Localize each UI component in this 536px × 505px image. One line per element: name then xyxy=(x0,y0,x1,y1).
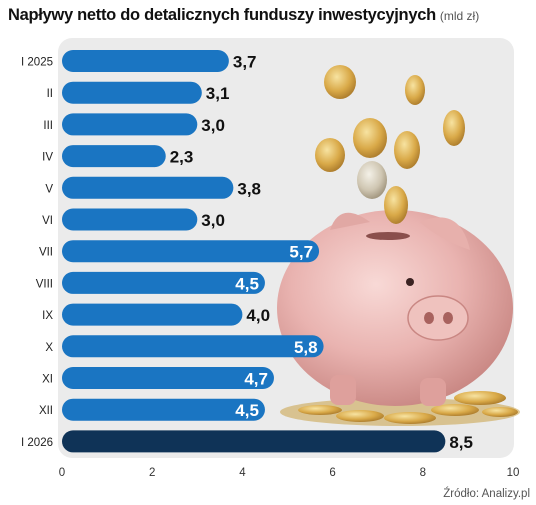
bar xyxy=(62,430,446,453)
category-label: I 2026 xyxy=(21,437,53,449)
bar xyxy=(62,335,324,358)
category-label: II xyxy=(47,88,53,100)
category-label: VIII xyxy=(36,278,53,290)
category-label: X xyxy=(45,342,53,354)
x-tick-label: 4 xyxy=(239,467,246,479)
bar xyxy=(62,50,229,72)
category-label: XII xyxy=(39,405,53,417)
x-tick-label: 10 xyxy=(507,467,520,479)
bar-value-label: 5,8 xyxy=(294,338,318,357)
bar-value-label: 4,5 xyxy=(235,401,259,420)
category-label: VII xyxy=(39,247,53,259)
x-axis-ticks-layer: 0 2 4 6 8 10 xyxy=(59,467,520,479)
x-tick-label: 0 xyxy=(59,467,65,479)
category-label: V xyxy=(45,183,53,195)
bar xyxy=(62,81,202,104)
category-label: XI xyxy=(42,374,53,386)
bar xyxy=(62,240,320,263)
chart-title: Napływy netto do detalicznych funduszy i… xyxy=(8,6,436,24)
bar xyxy=(62,208,198,231)
bar-value-label: 3,7 xyxy=(233,53,257,72)
bar xyxy=(62,303,243,326)
category-label: IV xyxy=(42,152,53,164)
bar xyxy=(62,113,198,136)
bar xyxy=(62,271,265,294)
category-label: I 2025 xyxy=(21,57,53,69)
category-label: VI xyxy=(42,215,53,227)
bar-value-label: 8,5 xyxy=(449,433,473,452)
bar-value-label: 3,0 xyxy=(201,211,225,230)
bar-value-label: 3,1 xyxy=(206,84,230,103)
x-tick-label: 8 xyxy=(420,467,426,479)
chart-unit: (mld zł) xyxy=(439,9,480,23)
bar xyxy=(62,367,274,389)
bars-layer xyxy=(62,50,446,453)
category-label: IX xyxy=(42,310,53,322)
source-note: Źródło: Analizy.pl xyxy=(443,488,530,500)
category-label: III xyxy=(43,120,53,132)
bar-value-label: 3,8 xyxy=(237,179,261,198)
bar-value-label: 3,0 xyxy=(201,116,225,135)
x-tick-label: 6 xyxy=(329,467,335,479)
bar-value-label: 2,3 xyxy=(170,148,194,167)
bar xyxy=(62,398,265,421)
bar xyxy=(62,176,234,199)
bar xyxy=(62,145,166,168)
piggy-bank-illustration xyxy=(277,65,520,426)
bar-value-label: 4,7 xyxy=(244,370,268,389)
value-labels-layer: 3,73,1 3,0 2,3 3,8 3,0 5,7 4,5 4,0 5,8 4,7 4,5 8,5 xyxy=(170,53,473,452)
bar-value-label: 5,7 xyxy=(289,243,313,262)
x-tick-label: 2 xyxy=(149,467,155,479)
bar-value-label: 4,0 xyxy=(246,306,270,325)
bar-value-label: 4,5 xyxy=(235,274,259,293)
chart-title-block: Napływy netto do detalicznych funduszy i… xyxy=(8,6,479,25)
